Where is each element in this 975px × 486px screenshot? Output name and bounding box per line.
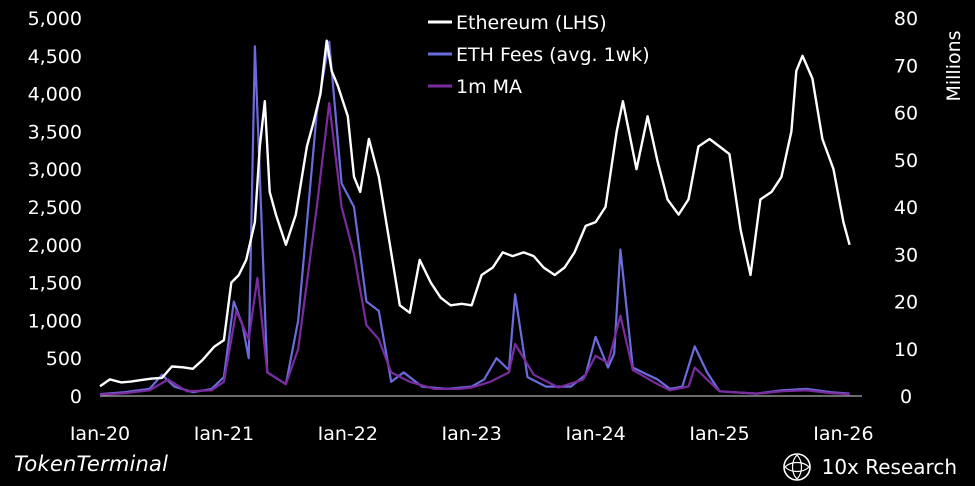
y-right-tick-label: 20 <box>894 292 918 314</box>
series-line-1m-ma <box>99 102 850 396</box>
legend-label: 1m MA <box>456 76 522 98</box>
legend-label: ETH Fees (avg. 1wk) <box>456 44 650 66</box>
y-left-tick-label: 500 <box>46 348 82 370</box>
y-right-tick-label: 30 <box>894 244 918 266</box>
x-tick-label: Jan-23 <box>441 423 502 440</box>
x-tick-label: Jan-21 <box>193 423 254 440</box>
brand: 10x Research <box>782 452 957 482</box>
y-left-tick-label: 0 <box>70 386 82 408</box>
series-line-eth-fees-avg-1wk <box>99 40 850 396</box>
y-left-tick-label: 3,000 <box>28 159 82 181</box>
y-left-tick-label: 3,500 <box>28 121 82 143</box>
series-line-ethereum-lhs <box>99 39 851 388</box>
legend-label: Ethereum (LHS) <box>456 12 607 34</box>
x-tick-label: Jan-25 <box>688 423 749 440</box>
y-right-tick-label: 70 <box>894 55 918 77</box>
y-left-tick-label: 2,500 <box>28 197 82 219</box>
chart: 05001,0001,5002,0002,5003,0003,5004,0004… <box>28 8 965 440</box>
y-right-tick-label: 80 <box>894 8 918 30</box>
x-tick-label: Jan-20 <box>69 423 130 440</box>
y-left-tick-label: 4,500 <box>28 46 82 68</box>
y-left-tick-label: 1,000 <box>28 310 82 332</box>
brand-label: 10x Research <box>821 455 957 479</box>
x-tick-label: Jan-26 <box>812 423 873 440</box>
y-right-axis-label: Millions <box>943 30 965 101</box>
y-left-tick-label: 5,000 <box>28 8 82 30</box>
y-left-tick-label: 1,500 <box>28 273 82 295</box>
x-tick-label: Jan-22 <box>317 423 378 440</box>
y-right-tick-label: 40 <box>894 197 918 219</box>
y-right-tick-label: 10 <box>894 339 918 361</box>
y-left-tick-label: 2,000 <box>28 235 82 257</box>
source-label: TokenTerminal <box>14 452 169 476</box>
x-tick-label: Jan-24 <box>564 423 625 440</box>
y-right-tick-label: 0 <box>900 386 912 408</box>
logo-icon <box>782 453 811 481</box>
y-right-tick-label: 50 <box>894 150 918 172</box>
y-right-tick-label: 60 <box>894 103 918 125</box>
y-left-tick-label: 4,000 <box>28 84 82 106</box>
